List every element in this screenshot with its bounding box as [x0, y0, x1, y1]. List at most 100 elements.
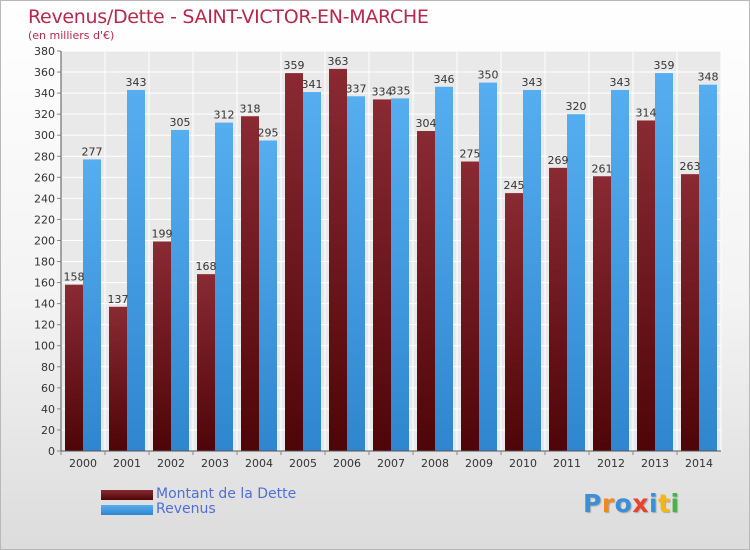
data-label-revenue: 348 [698, 71, 719, 84]
bar-debt [109, 306, 127, 451]
logo-letter: x [632, 489, 649, 518]
data-label-debt: 334 [372, 85, 393, 98]
data-label-debt: 263 [680, 160, 701, 173]
y-tick-label: 380 [34, 45, 55, 58]
x-tick-label: 2001 [113, 457, 141, 470]
legend-label-debt: Montant de la Dette [156, 486, 297, 502]
y-tick-label: 180 [34, 256, 55, 269]
y-tick-label: 280 [34, 150, 55, 163]
y-tick-label: 120 [34, 319, 55, 332]
y-tick-label: 260 [34, 171, 55, 184]
x-tick-label: 2012 [597, 457, 625, 470]
y-tick-label: 160 [34, 277, 55, 290]
data-label-debt: 314 [636, 106, 657, 119]
bar-debt [241, 116, 259, 452]
bar-revenue [127, 89, 145, 452]
legend-label-revenue: Revenus [156, 501, 216, 517]
proxiti-logo: Proxiti [583, 489, 680, 518]
labels-layer: 158 137 199 168 318 359 363 334 304 275 245 269 261 3… [64, 55, 719, 306]
data-label-revenue: 350 [478, 69, 499, 82]
data-label-debt: 261 [592, 162, 613, 175]
y-tick-label: 320 [34, 108, 55, 121]
bar-debt [593, 176, 611, 451]
bar-debt [373, 99, 391, 451]
data-label-revenue: 341 [302, 78, 323, 91]
x-tick-label: 2002 [157, 457, 185, 470]
data-label-debt: 359 [284, 59, 305, 72]
bar-revenue [435, 86, 453, 451]
bar-debt [505, 193, 523, 451]
data-label-revenue: 343 [522, 76, 543, 89]
logo-letter: i [649, 489, 659, 518]
logo-letter: r [601, 489, 615, 518]
x-tick-label: 2003 [201, 457, 229, 470]
logo-letter: P [583, 489, 602, 518]
data-label-revenue: 335 [390, 84, 411, 97]
data-label-revenue: 305 [170, 116, 191, 129]
data-label-debt: 275 [460, 148, 481, 161]
data-label-revenue: 343 [610, 76, 631, 89]
x-tick-label: 2011 [553, 457, 581, 470]
bar-debt [329, 68, 347, 451]
bar-revenue [303, 92, 321, 451]
bar-debt [549, 167, 567, 451]
data-label-revenue: 346 [434, 73, 455, 86]
bar-debt [153, 241, 171, 451]
y-tick-label: 240 [34, 192, 55, 205]
chart-title: Revenus/Dette - SAINT-VICTOR-EN-MARCHE [28, 6, 429, 28]
bar-revenue [171, 129, 189, 451]
bar-revenue [83, 159, 101, 451]
y-tick-label: 40 [41, 403, 55, 416]
logo-letter: o [614, 489, 633, 518]
logo-letter: i [670, 489, 680, 518]
bar-revenue [479, 82, 497, 451]
axis-layer: 0 20 40 60 80 100 120 140 160 180 200 220 240 260 280 3… [34, 45, 721, 470]
y-tick-label: 300 [34, 129, 55, 142]
bar-revenue [391, 98, 409, 452]
bar-debt [637, 120, 655, 451]
x-tick-label: 2000 [69, 457, 97, 470]
data-label-revenue: 312 [214, 109, 235, 122]
data-label-debt: 318 [240, 102, 261, 115]
y-tick-label: 0 [48, 445, 55, 458]
data-label-debt: 269 [548, 154, 569, 167]
data-label-debt: 304 [416, 117, 437, 130]
x-tick-label: 2009 [465, 457, 493, 470]
y-tick-label: 20 [41, 424, 55, 437]
bar-debt [417, 131, 435, 451]
legend-swatch-debt [101, 490, 153, 500]
bar-debt [65, 284, 83, 451]
x-tick-label: 2010 [509, 457, 537, 470]
data-label-revenue: 277 [82, 145, 103, 158]
bar-revenue [567, 114, 585, 451]
data-label-debt: 245 [504, 179, 525, 192]
y-tick-label: 360 [34, 66, 55, 79]
bar-debt [197, 274, 215, 451]
bar-revenue [215, 122, 233, 451]
bar-debt [461, 161, 479, 452]
data-label-revenue: 337 [346, 82, 367, 95]
legend-swatch-revenue [101, 505, 153, 515]
bar-revenue [259, 140, 277, 451]
logo-letter: t [658, 489, 671, 518]
y-tick-label: 100 [34, 340, 55, 353]
data-label-revenue: 295 [258, 126, 279, 139]
bar-revenue [347, 96, 365, 452]
data-label-debt: 168 [196, 260, 217, 273]
data-label-debt: 137 [108, 293, 129, 306]
x-tick-label: 2004 [245, 457, 273, 470]
x-tick-label: 2007 [377, 457, 405, 470]
y-tick-label: 220 [34, 213, 55, 226]
bar-revenue [611, 89, 629, 452]
y-tick-label: 80 [41, 361, 55, 374]
y-tick-label: 60 [41, 382, 55, 395]
y-tick-label: 140 [34, 298, 55, 311]
bar-debt [681, 174, 699, 451]
y-tick-label: 200 [34, 234, 55, 247]
data-label-revenue: 320 [566, 100, 587, 113]
chart-subtitle: (en milliers d'€) [28, 29, 115, 42]
y-tick-label: 340 [34, 87, 55, 100]
data-label-revenue: 359 [654, 59, 675, 72]
